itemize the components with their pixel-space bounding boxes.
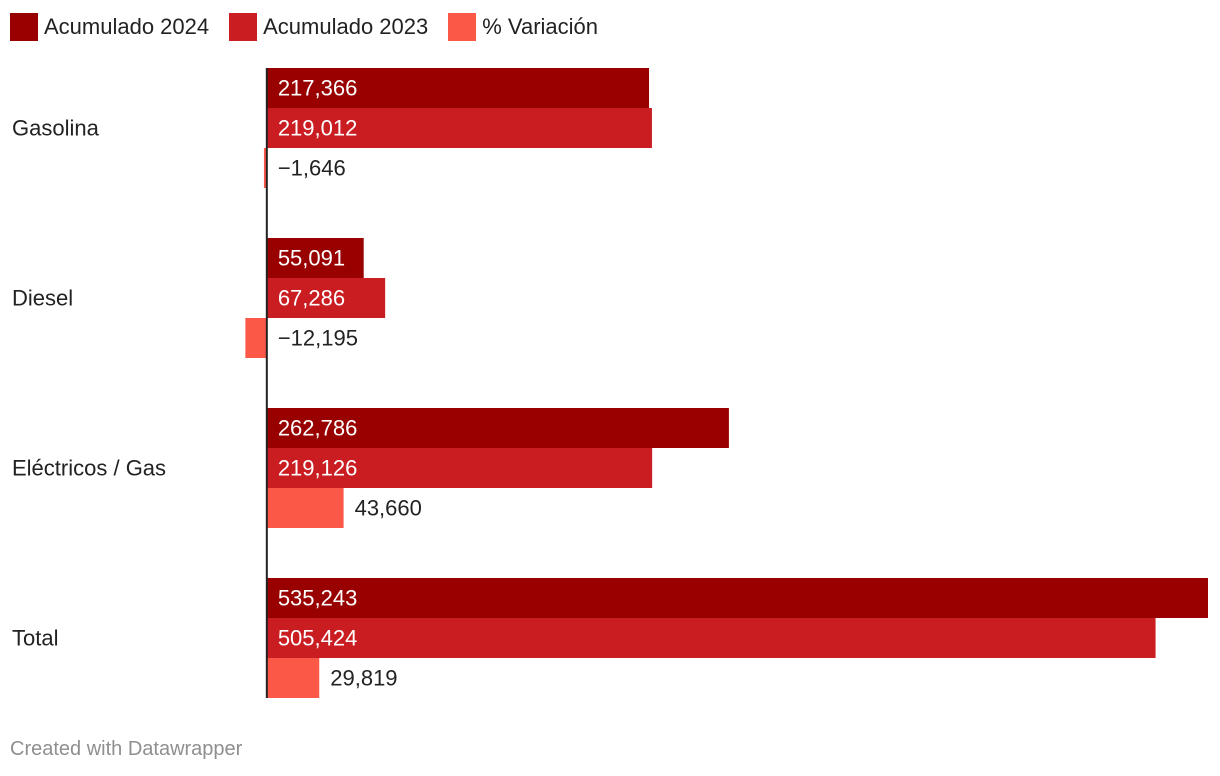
value-label: 535,243 (278, 586, 358, 611)
bar (266, 658, 320, 698)
legend-item: Acumulado 2024 (10, 13, 209, 41)
bar (263, 148, 267, 188)
value-label: 43,660 (355, 496, 422, 521)
value-label: 217,366 (278, 76, 358, 101)
legend-item: % Variación (448, 13, 598, 41)
bar (266, 278, 386, 318)
value-label: −1,646 (278, 156, 346, 181)
value-label: 55,091 (278, 246, 345, 271)
category-label: Diesel (12, 286, 73, 311)
category-label: Eléctricos / Gas (12, 456, 166, 481)
bar (266, 408, 729, 448)
value-label: 262,786 (278, 416, 358, 441)
bar (266, 578, 1208, 618)
chart-legend: Acumulado 2024 Acumulado 2023 % Variación (10, 12, 618, 42)
value-label: 219,126 (278, 456, 358, 481)
category-label: Gasolina (12, 116, 100, 141)
bar (266, 68, 650, 108)
value-label: 505,424 (278, 626, 358, 651)
value-label: 29,819 (330, 666, 397, 691)
footer-credit: Created with Datawrapper (10, 738, 243, 760)
legend-label: Acumulado 2023 (263, 14, 429, 39)
legend-label: Acumulado 2024 (44, 14, 210, 39)
legend-label: % Variación (482, 14, 599, 39)
bar (266, 108, 652, 148)
value-label: 67,286 (278, 286, 345, 311)
bar (266, 488, 344, 528)
legend-swatch (229, 13, 258, 41)
value-label: −12,195 (278, 326, 358, 351)
bar (266, 238, 364, 278)
bar (266, 448, 653, 488)
legend-item: Acumulado 2023 (229, 13, 428, 41)
value-label: 219,012 (278, 116, 358, 141)
category-label: Total (12, 626, 58, 651)
bars-layer (245, 68, 1208, 698)
bar (266, 618, 1156, 658)
labels-layer: Gasolina 217,366 219,012 −1,646 Diesel 55,091… (12, 76, 422, 691)
legend-swatch (10, 13, 38, 41)
bar (245, 318, 267, 358)
legend-swatch (448, 13, 477, 41)
